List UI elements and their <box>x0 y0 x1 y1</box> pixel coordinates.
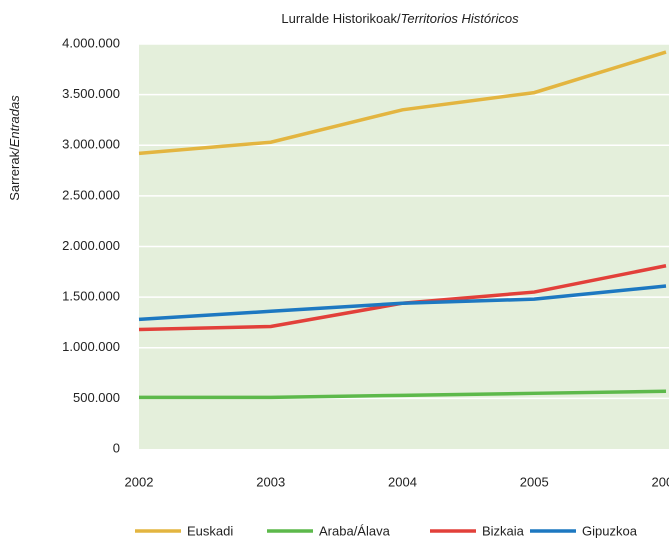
y-tick-label: 500.000 <box>73 390 120 405</box>
y-tick-label: 2.000.000 <box>62 238 120 253</box>
y-tick-label: 1.000.000 <box>62 339 120 354</box>
y-tick-label: 3.000.000 <box>62 137 120 152</box>
y-label-part: Entradas <box>7 95 22 148</box>
legend-label: Bizkaia <box>482 523 525 538</box>
x-tick-label: 2003 <box>256 474 285 489</box>
legend-label: Gipuzkoa <box>582 523 638 538</box>
x-tick-label: 2005 <box>520 474 549 489</box>
legend-label: Euskadi <box>187 523 233 538</box>
x-tick-label: 2006 <box>652 474 669 489</box>
y-tick-label: 0 <box>113 440 120 455</box>
title-part: Lurralde Historikoak/ <box>281 11 401 26</box>
series-line <box>139 389 667 400</box>
series-line <box>138 50 667 156</box>
y-tick-label: 1.500.000 <box>62 289 120 304</box>
y-label-part: Sarrerak/ <box>7 147 22 201</box>
y-tick-label: 4.000.000 <box>62 35 120 50</box>
y-axis-label: Sarrerak/Entradas <box>7 95 22 201</box>
legend-label: Araba/Álava <box>319 523 391 538</box>
x-tick-label: 2004 <box>388 474 417 489</box>
x-tick-label: 2002 <box>125 474 154 489</box>
series-line <box>138 284 667 322</box>
chart-title: Lurralde Historikoak/Territorios Históri… <box>281 11 519 26</box>
y-tick-label: 3.500.000 <box>62 86 120 101</box>
y-tick-label: 2.500.000 <box>62 187 120 202</box>
title-part: Territorios Históricos <box>401 11 519 26</box>
